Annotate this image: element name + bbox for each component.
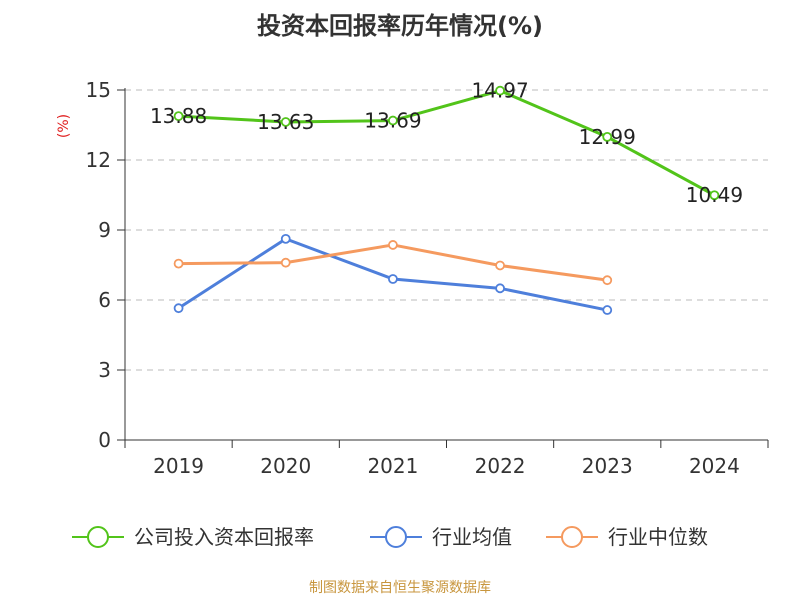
data-point[interactable] [280,257,291,268]
data-point[interactable] [280,233,291,244]
data-label: 12.99 [579,125,636,149]
data-point[interactable] [173,258,184,269]
y-tick-label: 3 [98,358,111,382]
series-lines [173,85,720,315]
series-line-0 [178,89,716,197]
source-note: 制图数据来自恒生聚源数据库 [309,580,491,596]
axes: 0 3 6 9 12 15 2019 2020 2021 2022 2023 2024 [86,78,769,478]
y-tick-label: 9 [98,218,111,242]
legend-label[interactable]: 行业均值 [432,525,512,549]
data-point[interactable] [495,85,505,96]
data-point[interactable] [388,115,398,126]
legend-marker[interactable] [561,526,583,548]
data-point[interactable] [173,111,184,122]
chart-title: 投资本回报率历年情况(%) [257,12,543,40]
data-label: 13.69 [364,109,421,133]
legend-label[interactable]: 行业中位数 [608,525,708,549]
x-tick-label: 2024 [689,454,740,478]
x-tick-label: 2023 [582,454,633,478]
data-point[interactable] [709,190,720,201]
data-label: 14.97 [471,79,528,103]
x-tick-label: 2019 [153,454,204,478]
data-point[interactable] [280,117,291,127]
data-point[interactable] [388,274,398,284]
data-point[interactable] [495,260,505,271]
data-label: 13.88 [150,104,207,128]
legend-marker[interactable] [385,526,407,548]
data-point[interactable] [602,131,613,142]
x-tick-label: 2022 [475,454,526,478]
data-point[interactable] [602,305,613,315]
data-label: 13.63 [257,110,314,134]
data-point[interactable] [495,283,505,294]
data-label: 10.49 [686,183,743,207]
y-tick-label: 0 [98,428,111,452]
y-tick-label: 15 [86,78,111,102]
x-tick-label: 2020 [260,454,311,478]
grid-lines [125,89,768,371]
data-point[interactable] [173,303,184,314]
y-tick-label: 12 [86,148,111,172]
y-axis-label: (%) [56,114,72,138]
data-point[interactable] [602,275,613,286]
y-tick-label: 6 [98,288,111,312]
data-point[interactable] [388,240,398,250]
legend: 公司投入资本回报率 行业均值 行业中位数 [72,525,708,549]
x-tick-label: 2021 [367,454,418,478]
legend-label[interactable]: 公司投入资本回报率 [134,525,314,549]
data-labels: 13.88 13.63 13.69 14.97 12.99 10.49 [150,79,743,208]
legend-marker[interactable] [87,526,109,548]
